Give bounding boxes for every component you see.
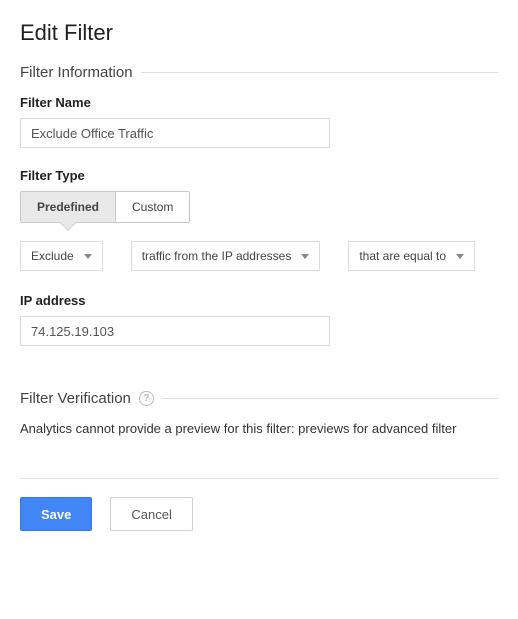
ip-address-input[interactable] <box>20 316 330 346</box>
filter-expression-value: that are equal to <box>359 249 446 263</box>
filter-source-value: traffic from the IP addresses <box>142 249 292 263</box>
filter-verification-header-text: Filter Verification <box>20 390 131 407</box>
filter-expression-dropdown[interactable]: that are equal to <box>348 241 475 271</box>
filter-source-dropdown[interactable]: traffic from the IP addresses <box>131 241 321 271</box>
filter-action-dropdown[interactable]: Exclude <box>20 241 103 271</box>
divider <box>141 72 498 73</box>
chevron-down-icon <box>301 254 309 259</box>
footer-divider <box>20 478 498 479</box>
filter-info-header: Filter Information <box>20 64 498 81</box>
filter-name-group: Filter Name <box>20 95 498 148</box>
filter-type-segmented: Predefined Custom <box>20 191 190 223</box>
filter-action-value: Exclude <box>31 249 74 263</box>
filter-info-header-text: Filter Information <box>20 64 133 81</box>
segmented-arrow <box>60 222 76 230</box>
chevron-down-icon <box>84 254 92 259</box>
filter-name-input[interactable] <box>20 118 330 148</box>
divider <box>162 398 498 399</box>
save-button[interactable]: Save <box>20 497 92 531</box>
filter-type-predefined-label: Predefined <box>37 200 99 214</box>
verification-message: Analytics cannot provide a preview for t… <box>20 421 498 436</box>
filter-type-custom-label: Custom <box>132 200 173 214</box>
page-title: Edit Filter <box>20 20 498 46</box>
ip-address-label: IP address <box>20 293 498 308</box>
filter-type-group: Filter Type Predefined Custom Exclude tr… <box>20 168 498 346</box>
cancel-button[interactable]: Cancel <box>110 497 192 531</box>
filter-type-label: Filter Type <box>20 168 498 183</box>
filter-type-custom[interactable]: Custom <box>115 192 189 222</box>
button-row: Save Cancel <box>20 497 498 531</box>
filter-verification-header: Filter Verification ? <box>20 390 498 407</box>
predefined-dropdown-row: Exclude traffic from the IP addresses th… <box>20 241 498 271</box>
chevron-down-icon <box>456 254 464 259</box>
filter-type-predefined[interactable]: Predefined <box>21 192 115 222</box>
filter-name-label: Filter Name <box>20 95 498 110</box>
help-icon[interactable]: ? <box>139 391 154 406</box>
